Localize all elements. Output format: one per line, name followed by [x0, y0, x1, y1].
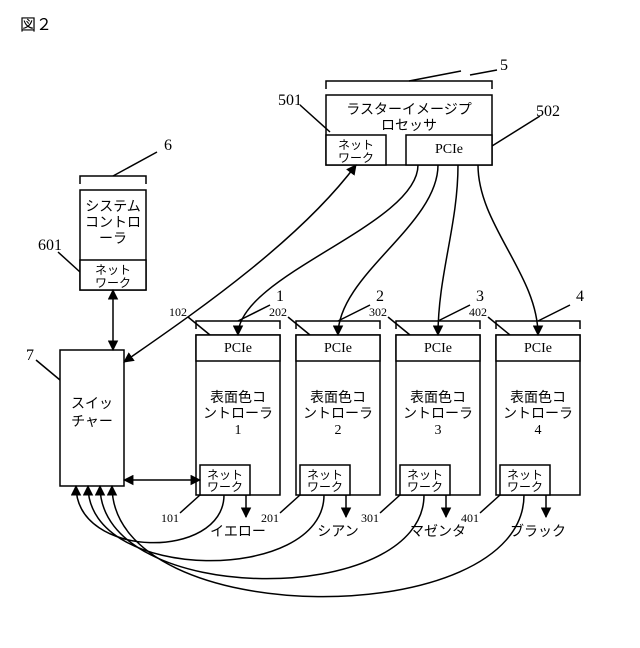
svg-text:1: 1 [235, 423, 242, 438]
svg-text:7: 7 [26, 347, 34, 364]
svg-text:システム: システム [85, 200, 141, 215]
svg-text:イエロー: イエロー [210, 525, 266, 540]
svg-text:502: 502 [536, 103, 560, 120]
svg-text:3: 3 [476, 288, 484, 305]
svg-text:シアン: シアン [317, 525, 358, 540]
svg-text:ワーク: ワーク [95, 276, 131, 290]
svg-text:ワーク: ワーク [207, 480, 243, 494]
svg-text:ーラ: ーラ [99, 232, 127, 247]
svg-text:スイッ: スイッ [71, 397, 113, 412]
svg-text:ブラック: ブラック [510, 523, 566, 540]
svg-text:301: 301 [361, 511, 379, 525]
svg-text:ラスターイメージプ: ラスターイメージプ [346, 102, 471, 118]
svg-text:ワーク: ワーク [407, 480, 443, 494]
svg-text:201: 201 [261, 511, 279, 525]
svg-text:ントローラ: ントローラ [403, 407, 473, 422]
svg-text:PCIe: PCIe [435, 142, 463, 157]
svg-text:ントローラ: ントローラ [503, 407, 573, 422]
svg-text:2: 2 [376, 288, 384, 305]
svg-text:6: 6 [164, 137, 172, 154]
svg-text:マゼンタ: マゼンタ [410, 524, 466, 540]
svg-text:401: 401 [461, 511, 479, 525]
svg-text:コントロ: コントロ [85, 216, 141, 231]
svg-text:4: 4 [576, 288, 584, 305]
svg-text:5: 5 [500, 57, 508, 74]
svg-text:501: 501 [278, 92, 302, 109]
svg-text:ワーク: ワーク [338, 151, 374, 165]
svg-text:1: 1 [276, 288, 284, 305]
svg-text:表面色コ: 表面色コ [310, 389, 366, 406]
svg-text:ントローラ: ントローラ [303, 407, 373, 422]
svg-text:PCIe: PCIe [524, 341, 552, 356]
svg-text:202: 202 [269, 305, 287, 319]
svg-text:601: 601 [38, 237, 62, 254]
svg-text:ワーク: ワーク [507, 480, 543, 494]
svg-text:PCIe: PCIe [324, 341, 352, 356]
svg-text:表面色コ: 表面色コ [410, 389, 466, 406]
svg-text:ネット: ネット [95, 263, 131, 277]
svg-text:2: 2 [335, 423, 342, 438]
svg-text:チャー: チャー [71, 415, 113, 430]
svg-text:3: 3 [435, 423, 442, 438]
figure-title: 図２ [20, 17, 52, 34]
svg-text:ロセッサ: ロセッサ [381, 119, 437, 134]
svg-text:表面色コ: 表面色コ [210, 389, 266, 406]
svg-text:302: 302 [369, 305, 387, 319]
svg-text:101: 101 [161, 511, 179, 525]
svg-text:PCIe: PCIe [224, 341, 252, 356]
svg-text:4: 4 [535, 423, 542, 438]
svg-text:ワーク: ワーク [307, 480, 343, 494]
svg-text:ントローラ: ントローラ [203, 407, 273, 422]
svg-text:402: 402 [469, 305, 487, 319]
svg-text:表面色コ: 表面色コ [510, 389, 566, 406]
svg-text:ネット: ネット [338, 138, 374, 152]
svg-text:PCIe: PCIe [424, 341, 452, 356]
svg-text:102: 102 [169, 305, 187, 319]
